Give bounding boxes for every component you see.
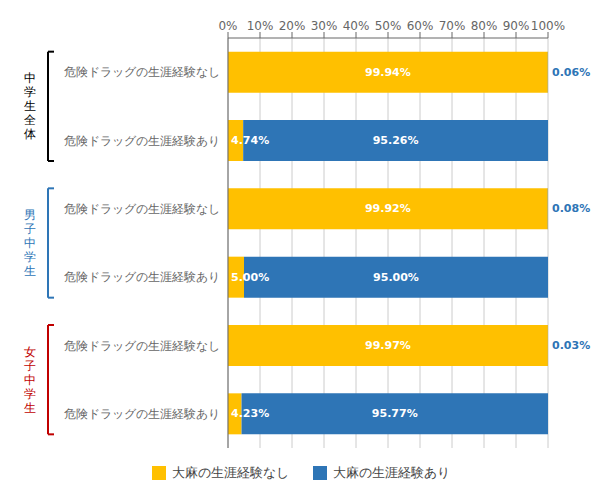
svg-text:80%: 80% xyxy=(471,19,498,33)
svg-text:4.74%: 4.74% xyxy=(231,134,269,147)
svg-text:4.23%: 4.23% xyxy=(231,407,269,420)
svg-text:0.03%: 0.03% xyxy=(552,339,590,352)
svg-text:0%: 0% xyxy=(218,19,237,33)
svg-text:10%: 10% xyxy=(247,19,274,33)
svg-text:99.97%: 99.97% xyxy=(365,339,411,352)
svg-text:危険ドラッグの生涯経験あり: 危険ドラッグの生涯経験あり xyxy=(64,407,220,421)
svg-text:50%: 50% xyxy=(375,19,402,33)
svg-text:70%: 70% xyxy=(439,19,466,33)
svg-text:0.06%: 0.06% xyxy=(552,66,590,79)
svg-text:5.00%: 5.00% xyxy=(231,271,269,284)
svg-text:95.77%: 95.77% xyxy=(372,407,418,420)
svg-text:60%: 60% xyxy=(407,19,434,33)
svg-text:100%: 100% xyxy=(531,19,565,33)
svg-text:危険ドラッグの生涯経験あり: 危険ドラッグの生涯経験あり xyxy=(64,134,220,148)
svg-text:危険ドラッグの生涯経験なし: 危険ドラッグの生涯経験なし xyxy=(64,65,220,79)
svg-text:中学生全体: 中学生全体 xyxy=(24,71,36,141)
svg-text:20%: 20% xyxy=(279,19,306,33)
svg-text:95.26%: 95.26% xyxy=(373,134,419,147)
svg-text:99.92%: 99.92% xyxy=(365,202,411,215)
svg-text:90%: 90% xyxy=(503,19,530,33)
svg-text:危険ドラッグの生涯経験なし: 危険ドラッグの生涯経験なし xyxy=(64,202,220,216)
html-text:大麻の生涯経験あり: 大麻の生涯経験あり xyxy=(332,465,450,480)
svg-text:危険ドラッグの生涯経験なし: 危険ドラッグの生涯経験なし xyxy=(64,339,220,353)
svg-text:30%: 30% xyxy=(311,19,338,33)
svg-text:男子中学生: 男子中学生 xyxy=(24,208,36,278)
svg-text:危険ドラッグの生涯経験あり: 危険ドラッグの生涯経験あり xyxy=(64,270,220,284)
svg-text:0.08%: 0.08% xyxy=(552,202,590,215)
svg-text:女子中学生: 女子中学生 xyxy=(24,345,36,415)
html-text:大麻の生涯経験なし: 大麻の生涯経験なし xyxy=(171,465,289,480)
svg-text:99.94%: 99.94% xyxy=(365,66,411,79)
svg-text:95.00%: 95.00% xyxy=(373,271,419,284)
svg-text:40%: 40% xyxy=(343,19,370,33)
